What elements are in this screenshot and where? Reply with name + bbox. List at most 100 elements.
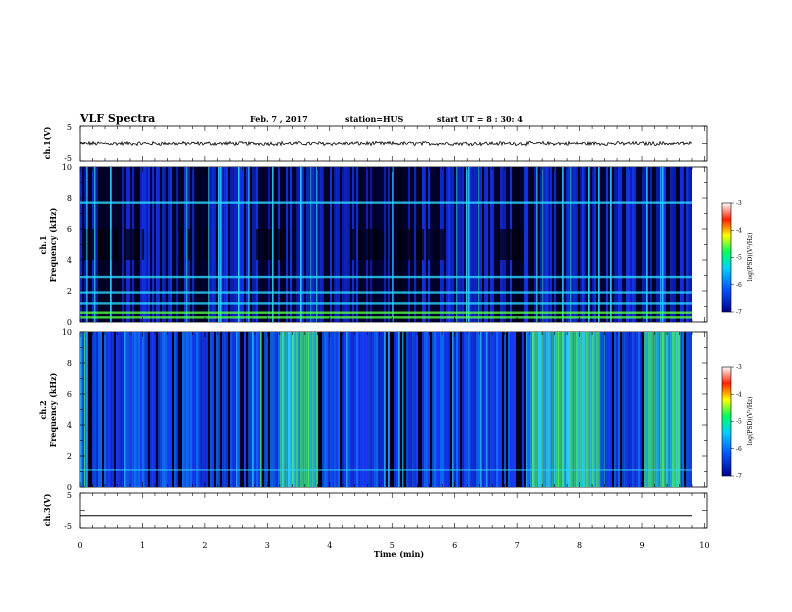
spectrogram-column (356, 332, 359, 487)
colorbar-tick-label: -5 (736, 419, 742, 426)
spectrogram-column (302, 167, 305, 322)
spectrogram-column (514, 332, 517, 487)
spectrogram-column (148, 332, 151, 487)
spectrogram-column (174, 167, 177, 322)
spectrogram-column (232, 332, 235, 487)
spectrogram-dark-band (258, 229, 261, 260)
spectrogram-column (638, 167, 641, 322)
spectrogram-dark-band (502, 229, 505, 260)
spectrogram-column (228, 167, 231, 322)
spectrogram-column (594, 332, 597, 487)
spectrogram-dark-band (386, 229, 389, 260)
ch1-ytick-top: 5 (67, 123, 72, 132)
spectrogram-column (182, 332, 185, 487)
spectrogram-column (198, 332, 201, 487)
spectrogram-column (300, 332, 303, 487)
spectrogram-column (316, 332, 319, 487)
x-tick-label: 1 (140, 541, 145, 550)
spectrogram-column (380, 332, 383, 487)
spectrogram-column (452, 167, 455, 322)
spectrogram-column (394, 167, 397, 322)
spectrogram-dark-band (404, 229, 407, 260)
spectrogram-column (458, 332, 461, 487)
spectrogram-column (388, 167, 391, 322)
spectrogram-column (88, 332, 91, 487)
spectrogram-column (558, 167, 561, 322)
spectrogram-column (172, 167, 175, 322)
spectrogram-burst (660, 167, 662, 322)
spectrogram-column (100, 332, 103, 487)
spectrogram-column (590, 332, 593, 487)
spectrogram-burst (392, 167, 394, 322)
spectrogram-column (206, 167, 209, 322)
spectrogram-column (146, 167, 149, 322)
spectrogram-column (266, 332, 269, 487)
colorbar-tick-label: -3 (736, 364, 742, 371)
spectrogram-dark-band (98, 229, 101, 260)
spectrogram-burst (554, 332, 556, 487)
spectrogram-column (384, 167, 387, 322)
spectrogram-column (688, 167, 691, 322)
spectrogram-column (492, 332, 495, 487)
spectrogram-column (674, 167, 677, 322)
x-tick-label: 0 (77, 541, 82, 550)
spectrogram-column (292, 332, 295, 487)
spectrogram-column (648, 167, 651, 322)
spectrogram-column (156, 167, 159, 322)
spectrogram-column (552, 332, 555, 487)
spectrogram-column (466, 332, 469, 487)
spectrogram-column (142, 332, 145, 487)
spectrogram-column (198, 167, 201, 322)
spectrogram-dark-band (518, 229, 521, 260)
spectrogram-column (82, 332, 85, 487)
spectrogram-column (538, 332, 541, 487)
ch1-colorbar-ticks: -3 -4 -5 -6 -7 (731, 200, 742, 316)
ch1-spectrogram-image (80, 167, 692, 322)
spectrogram-column (304, 332, 307, 487)
spectrogram-dark-band (124, 229, 127, 260)
spectrogram-column (176, 167, 179, 322)
spectrogram-column (602, 167, 605, 322)
spectrogram-column (166, 167, 169, 322)
spectrogram-column (182, 167, 185, 322)
spectrogram-column (320, 167, 323, 322)
colorbar-tick-label: -4 (736, 227, 742, 234)
spectrogram-column (132, 332, 135, 487)
ch3-ytick-bottom: -5 (64, 522, 72, 531)
spectrogram-column (490, 167, 493, 322)
spectrogram-column (636, 332, 639, 487)
spectrogram-column (402, 167, 405, 322)
spectrogram-burst (316, 167, 318, 322)
spectrogram-column (662, 332, 665, 487)
spectrogram-column (510, 332, 513, 487)
spectrogram-column (496, 332, 499, 487)
spectrogram-column (364, 167, 367, 322)
spectrogram-column (248, 332, 251, 487)
spectrogram-column (626, 167, 629, 322)
x-tick-label: 7 (515, 541, 520, 550)
spectrogram-column (378, 332, 381, 487)
spectrogram-column (324, 332, 327, 487)
spectrogram-column (366, 332, 369, 487)
spectrogram-column (490, 332, 493, 487)
spectrogram-column (536, 332, 539, 487)
spectrogram-column (586, 332, 589, 487)
colorbar-tick-label: -4 (736, 391, 742, 398)
spectrogram-column (492, 167, 495, 322)
spectrogram-burst (666, 332, 668, 487)
spectrogram-burst (646, 167, 648, 322)
spectrogram-column (438, 167, 441, 322)
spectrogram-burst (310, 167, 312, 322)
spectrogram-column (406, 167, 409, 322)
spectrogram-column (578, 332, 581, 487)
spectrogram-column (654, 332, 657, 487)
spectrogram-column (312, 167, 315, 322)
spectrogram-column (684, 167, 687, 322)
spectrogram-column (128, 332, 131, 487)
spectrogram-column (168, 167, 171, 322)
spectrogram-column (246, 167, 249, 322)
spectrogram-column (108, 332, 111, 487)
spectrogram-column (158, 332, 161, 487)
spectrogram-column (214, 167, 217, 322)
spectrogram-column (424, 332, 427, 487)
